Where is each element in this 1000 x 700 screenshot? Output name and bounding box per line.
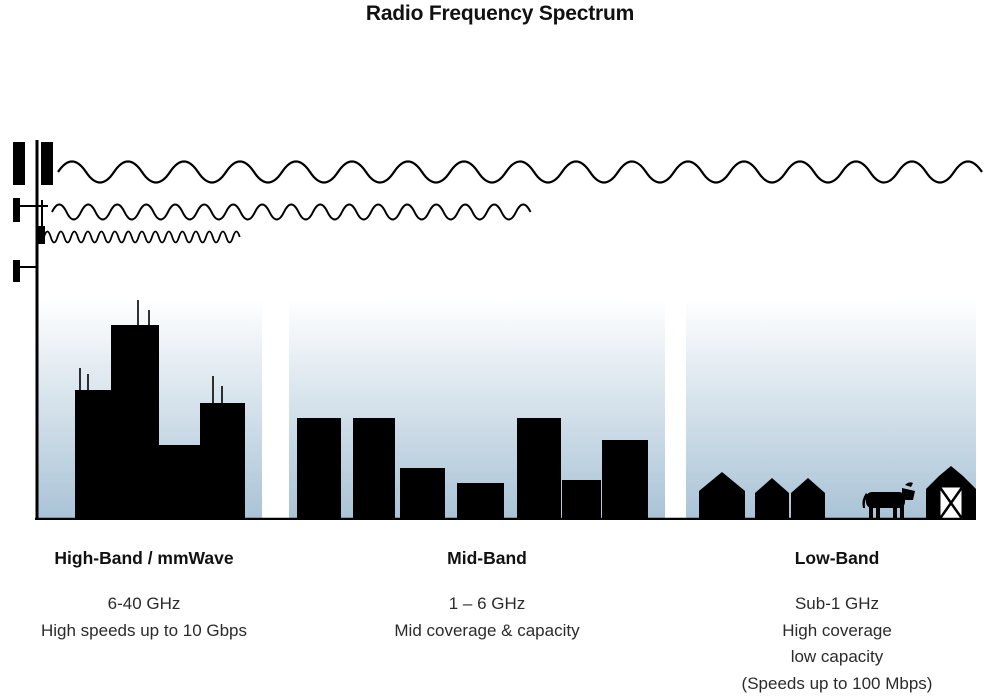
mid-band-wave: [51, 203, 532, 221]
midrise-buildings: [297, 418, 648, 520]
house-silhouette: [755, 478, 789, 520]
tower-antenna-panel: [13, 198, 20, 222]
spectrum-illustration: [13, 140, 983, 520]
building: [457, 483, 504, 520]
building: [353, 418, 395, 520]
cow-head: [902, 488, 915, 500]
band-detail-low-coverage: High coverage: [782, 620, 892, 640]
cow-tail: [862, 493, 868, 508]
high-band-wave: [43, 230, 241, 244]
building: [400, 468, 445, 520]
tower-crossarm: [14, 205, 48, 207]
band-frequency-mid: 1 – 6 GHz: [448, 594, 526, 613]
cow-leg: [876, 504, 880, 518]
city-skyline: [75, 300, 245, 520]
building: [200, 403, 245, 520]
building: [517, 418, 561, 520]
tower-antenna-panel: [38, 226, 45, 244]
house-silhouette: [791, 478, 825, 520]
band-detail-mid: Mid coverage & capacity: [394, 620, 580, 640]
building: [602, 440, 648, 520]
band-name-mid: Mid-Band: [447, 548, 527, 568]
tower-antenna-panel: [41, 142, 53, 185]
band-name-low: Low-Band: [794, 548, 880, 568]
building: [159, 445, 200, 520]
barn-door-crossbuck: [937, 485, 965, 520]
tower-crossarm: [14, 266, 38, 268]
barn-silhouette: [926, 466, 976, 520]
tower-mast: [35, 140, 39, 519]
rural-scene: [699, 466, 976, 520]
building: [562, 480, 601, 520]
band-label-mid: Mid-Band 1 – 6 GHz Mid coverage & capaci…: [347, 548, 627, 644]
low-band-wave: [57, 160, 983, 184]
band-detail-low-speeds: (Speeds up to 100 Mbps): [741, 673, 933, 693]
band-label-low: Low-Band Sub-1 GHz High coverage low cap…: [697, 548, 977, 697]
house-silhouette: [699, 472, 745, 520]
band-detail-low-capacity: low capacity: [790, 647, 884, 666]
tower-drop-line: [41, 200, 43, 230]
tower-antenna-panel: [13, 142, 25, 185]
cow-leg: [869, 504, 873, 518]
band-detail-high: High speeds up to 10 Gbps: [40, 620, 248, 640]
coverage-gradient-low-band: [686, 298, 976, 519]
page-title: Radio Frequency Spectrum: [365, 2, 635, 25]
cow-horn: [905, 482, 913, 487]
band-frequency-high: 6-40 GHz: [107, 594, 181, 613]
cow-leg: [893, 504, 897, 518]
building: [111, 325, 159, 520]
band-frequency-low: Sub-1 GHz: [794, 594, 880, 613]
cow-silhouette: [862, 482, 915, 518]
building: [297, 418, 341, 520]
cow-leg: [900, 504, 904, 518]
tower-antenna-panel: [13, 260, 20, 282]
band-name-high: High-Band / mmWave: [54, 548, 234, 568]
building: [75, 390, 111, 520]
band-label-high: High-Band / mmWave 6-40 GHz High speeds …: [4, 548, 284, 644]
cell-tower-icon: [13, 140, 53, 519]
